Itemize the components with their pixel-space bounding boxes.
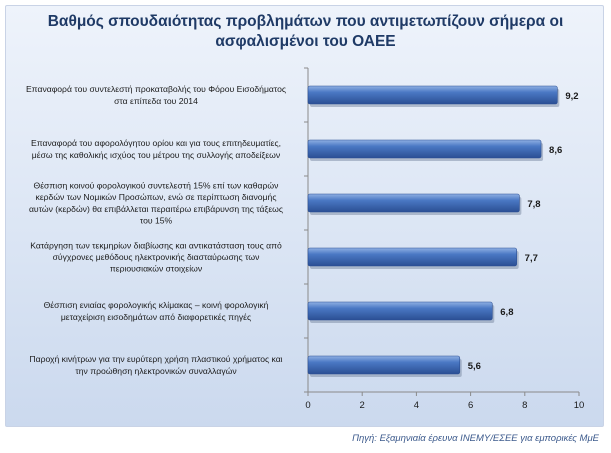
bar-4	[307, 247, 517, 267]
x-tick-label: 6	[468, 400, 473, 411]
chart-title-line-1: Βαθμός σπουδαιότητας προβλημάτων που αντ…	[47, 13, 564, 30]
bar-2	[307, 139, 542, 159]
category-label: Παροχή κινήτρων για την ευρύτερη χρήση π…	[29, 354, 282, 376]
source-note: Πηγή: Εξαμηνιαία έρευνα ΙΝΕΜΥ/ΕΣΕΕ για ε…	[352, 433, 599, 444]
bar-value-label: 8,6	[549, 145, 562, 156]
chart-title-line-2: ασφαλισμένοι του ΟΑΕΕ	[215, 33, 396, 50]
category-label-line: σύγχρονες μεθόδους ηλεκτρονικής διασταύρ…	[53, 252, 260, 262]
x-tick-label: 0	[305, 400, 310, 411]
category-label-line: Παροχή κινήτρων για την ευρύτερη χρήση π…	[29, 354, 282, 364]
bar-value-label: 6,8	[500, 307, 513, 318]
x-tick-label: 4	[414, 400, 419, 411]
bar-value-label: 7,7	[525, 253, 538, 264]
category-label-line: Επαναφορά του αφορολόγητου ορίου και για…	[31, 138, 281, 148]
bar-6	[307, 355, 461, 375]
x-tick-label: 2	[360, 400, 365, 411]
category-label-line: στα επίπεδα του 2014	[114, 96, 198, 106]
x-tick-label: 10	[574, 400, 585, 411]
bar-value-label: 5,6	[468, 361, 481, 372]
bar-value-label: 9,2	[565, 91, 578, 102]
category-label: Επαναφορά του αφορολόγητου ορίου και για…	[31, 138, 281, 160]
category-label: Θέσπιση ενιαίας φορολογικής κλίμακας – κ…	[44, 300, 269, 322]
bar-3	[307, 193, 520, 213]
chart-title: Βαθμός σπουδαιότητας προβλημάτων που αντ…	[0, 12, 611, 52]
category-label-line: Κατάργηση των τεκμηρίων διαβίωσης και αν…	[30, 240, 282, 250]
category-label-line: Θέσπιση κοινού φορολογικού συντελεστή 15…	[34, 181, 279, 191]
bar-1	[307, 85, 558, 105]
bar-5	[307, 301, 493, 321]
x-tick-label: 8	[522, 400, 527, 411]
bar-value-label: 7,8	[527, 199, 540, 210]
category-label-line: Επαναφορά του συντελεστή προκαταβολής το…	[26, 84, 286, 94]
category-label: Θέσπιση κοινού φορολογικού συντελεστή 15…	[29, 181, 283, 226]
category-label-line: αυτών (κερδών) θα επιβάλλεται περαιτέρω …	[29, 204, 283, 214]
category-label-line: του 15%	[140, 215, 173, 225]
category-label-line: μεταχείριση εισοδημάτων από διαφορετικές…	[61, 312, 251, 322]
category-label: Επαναφορά του συντελεστή προκαταβολής το…	[26, 84, 286, 106]
category-label-line: Θέσπιση ενιαίας φορολογικής κλίμακας – κ…	[44, 300, 269, 310]
category-label: Κατάργηση των τεκμηρίων διαβίωσης και αν…	[30, 240, 282, 273]
category-label-line: την προώθηση ηλεκτρονικών συναλλαγών	[75, 366, 236, 376]
category-label-line: μέσω της καθολικής ισχύος του μέτρου της…	[32, 150, 280, 160]
chart-frame	[5, 5, 604, 427]
category-label-line: περιουσιακών στοιχείων	[110, 264, 202, 274]
category-label-line: κερδών των Νομικών Προσώπων, ενώ σε περί…	[36, 192, 277, 202]
